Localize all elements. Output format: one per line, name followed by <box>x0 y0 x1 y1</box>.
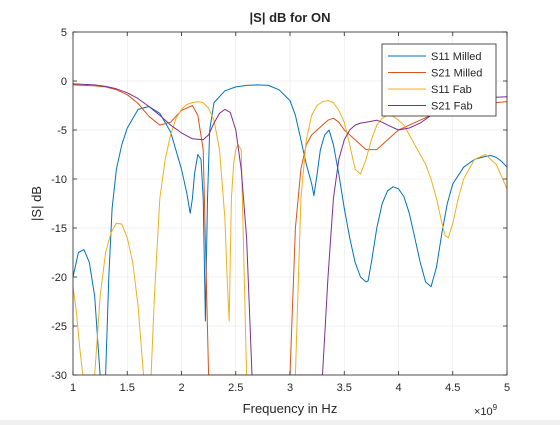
x-exponent-power: 9 <box>493 403 498 412</box>
legend-label-s21-fab: S21 Fab <box>431 101 473 113</box>
y-tick-label: -30 <box>51 370 67 382</box>
series-lines <box>73 83 507 375</box>
x-axis-label: Frequency in Hz <box>243 401 338 416</box>
x-tick-label: 1 <box>70 382 76 394</box>
x-exponent-label: ×109 <box>474 403 498 418</box>
x-tick-label: 3.5 <box>337 382 352 394</box>
y-tick-label: -10 <box>51 174 67 186</box>
x-tick-label: 4.5 <box>445 382 460 394</box>
x-tick-label: 4 <box>395 382 401 394</box>
x-tick-label: 5 <box>504 382 510 394</box>
y-tick-label: 0 <box>61 76 67 88</box>
legend-label-s11-milled: S11 Milled <box>431 51 482 63</box>
x-tick-label: 2.5 <box>228 382 243 394</box>
series-line-s21-fab <box>73 83 507 375</box>
x-exponent-base: ×10 <box>474 406 493 418</box>
x-tick-label: 3 <box>287 382 293 394</box>
y-tick-label: -20 <box>51 272 67 284</box>
y-tick-label: 5 <box>61 27 67 39</box>
legend-label-s11-fab: S11 Fab <box>431 84 472 96</box>
y-tick-label: -5 <box>57 125 67 137</box>
series-line-s11-fab <box>73 100 507 375</box>
series-line-s21-milled <box>73 84 507 375</box>
y-axis-label: |S| dB <box>29 186 44 221</box>
chart-title: |S| dB for ON <box>250 10 331 25</box>
legend: S11 Milled S21 Milled S11 Fab S21 Fab <box>381 43 497 117</box>
x-tick-label: 1.5 <box>120 382 135 394</box>
y-tick-label: -15 <box>51 223 67 235</box>
axis-ticks: 1 1.5 2 2.5 3 3.5 4 4.5 5 5 0 -5 -10 -15 -20 -25 -30 <box>51 27 510 394</box>
y-tick-label: -25 <box>51 321 67 333</box>
legend-label-s21-milled: S21 Milled <box>431 68 482 80</box>
x-tick-label: 2 <box>178 382 184 394</box>
